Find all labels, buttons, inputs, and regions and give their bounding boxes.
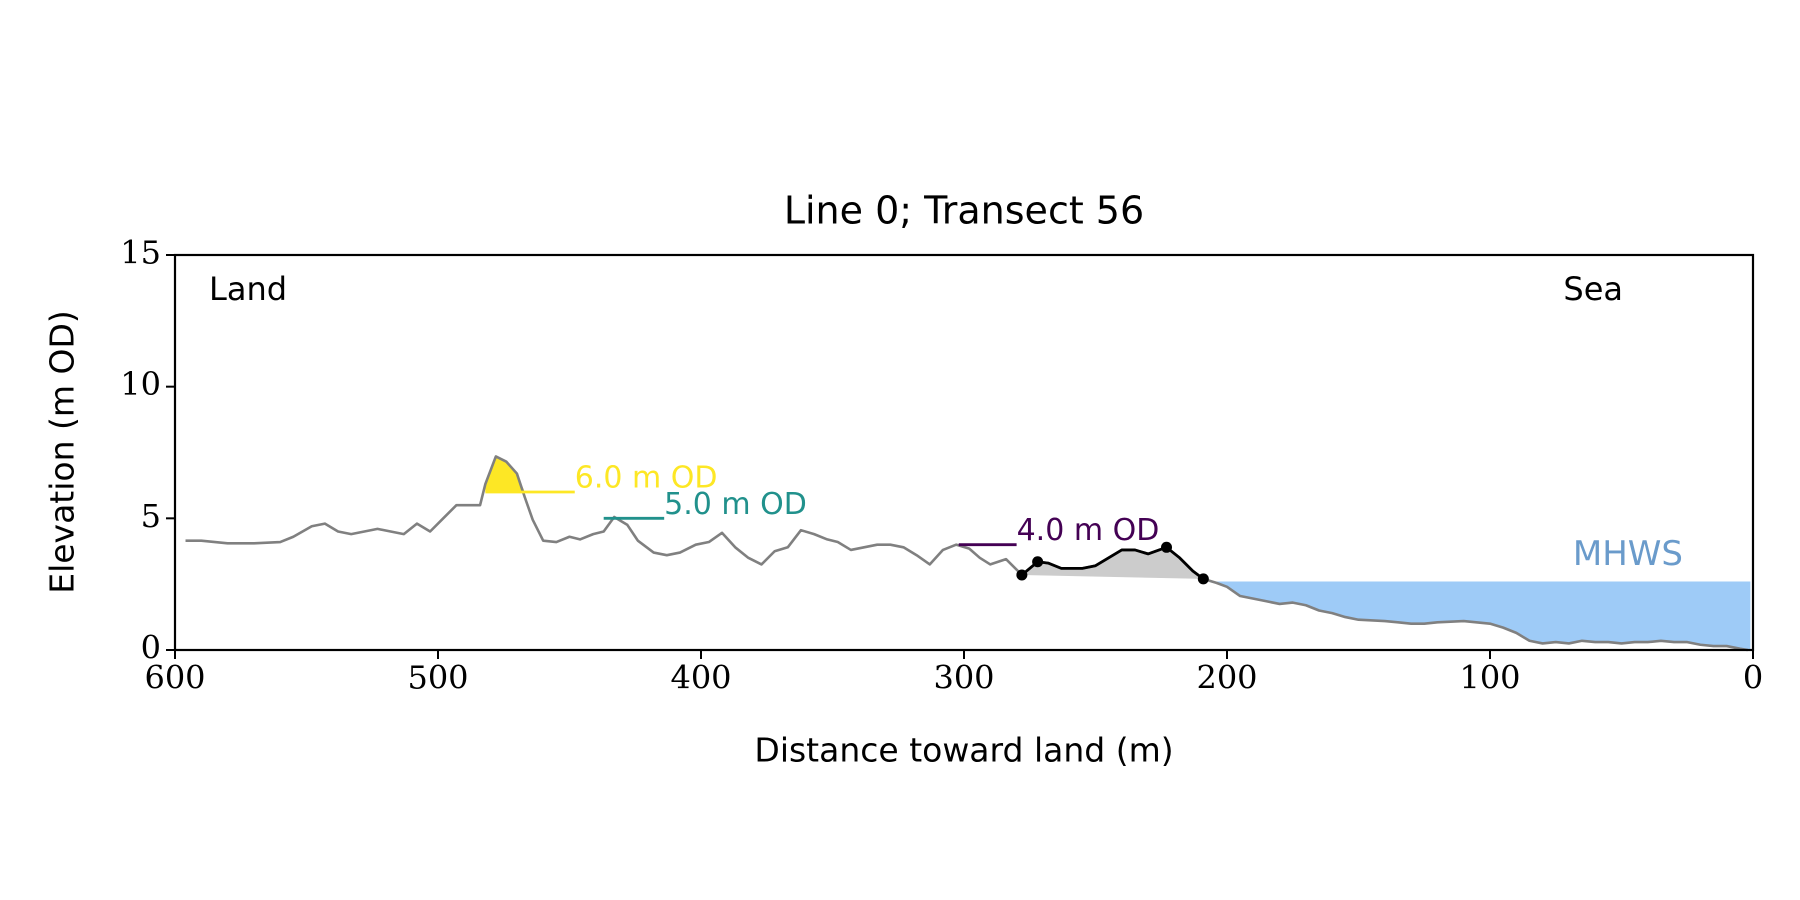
chart-title: Line 0; Transect 56 [784, 189, 1144, 233]
feature-point [1197, 573, 1209, 585]
level-label: 6.0 m OD [575, 461, 718, 496]
x-tick-label: 300 [933, 659, 994, 697]
mhws-label: MHWS [1573, 534, 1683, 574]
x-tick-label: 400 [670, 659, 731, 697]
y-tick-label: 15 [120, 234, 161, 272]
corner-label-land: Land [209, 270, 287, 308]
y-tick-label: 10 [120, 365, 161, 403]
feature-line [1020, 545, 1205, 581]
feature-point [1161, 541, 1173, 553]
x-tick-label: 0 [1743, 659, 1763, 697]
level-label: 4.0 m OD [1017, 513, 1160, 548]
feature-point [1032, 556, 1044, 568]
x-tick-label: 500 [407, 659, 468, 697]
x-tick-label: 100 [1459, 659, 1520, 697]
x-tick-label: 600 [144, 659, 205, 697]
profile-line [185, 455, 1748, 652]
level-label: 5.0 m OD [664, 487, 807, 522]
feature-fill [1021, 547, 1204, 579]
x-tick-label: 200 [1196, 659, 1257, 697]
y-axis-label: Elevation (m OD) [43, 310, 82, 594]
feature-point [1016, 569, 1028, 581]
x-axis-label: Distance toward land (m) [754, 731, 1173, 770]
y-tick-label: 5 [141, 497, 161, 535]
y-tick-label: 0 [141, 629, 161, 667]
mhws-fill [1216, 581, 1751, 650]
corner-label-sea: Sea [1563, 270, 1623, 308]
level-exceed-fill [485, 456, 575, 492]
